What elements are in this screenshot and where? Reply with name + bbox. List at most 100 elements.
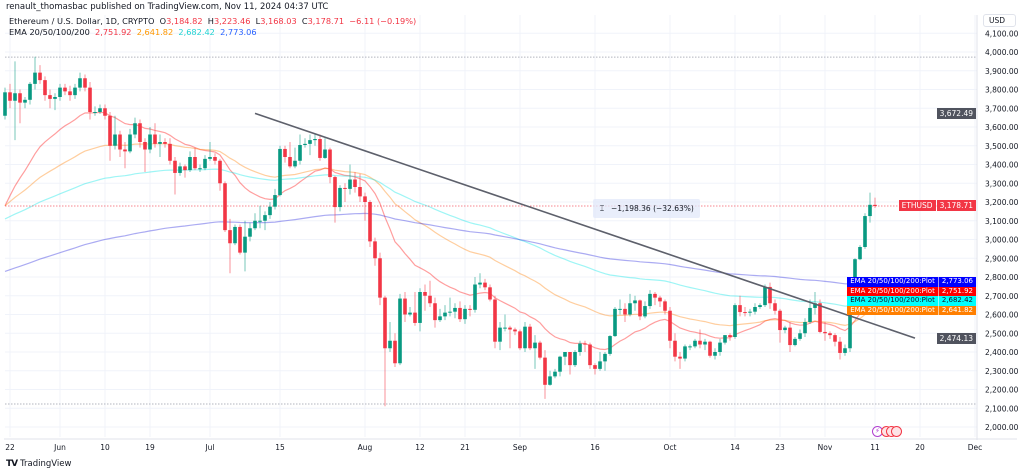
- candle: [153, 123, 157, 148]
- candle-body: [818, 303, 822, 332]
- candle-body: [188, 157, 192, 171]
- y-tick-label: 2,800.00: [985, 273, 1019, 282]
- y-tick-label: 2,200.00: [985, 386, 1019, 395]
- candle-body: [138, 123, 142, 142]
- candle-body: [493, 299, 497, 342]
- candle-body: [448, 311, 452, 313]
- candle-body: [748, 311, 752, 313]
- x-tick-label: 19: [145, 443, 155, 452]
- candle: [38, 65, 42, 84]
- candle: [353, 172, 357, 193]
- candle: [173, 157, 177, 195]
- candle-body: [98, 108, 102, 112]
- candle-body: [813, 303, 817, 308]
- candle-body: [603, 353, 607, 362]
- candle: [808, 299, 812, 324]
- candle-body: [258, 220, 262, 222]
- candle-body: [418, 292, 422, 323]
- candle: [663, 299, 667, 315]
- candle-body: [613, 308, 617, 337]
- candle: [873, 197, 877, 208]
- x-tick-label: Aug: [358, 443, 373, 452]
- candle-body: [263, 215, 267, 221]
- candle-body: [773, 303, 777, 311]
- candle-body: [653, 293, 657, 298]
- currency-button[interactable]: USD: [983, 14, 1016, 27]
- candle: [778, 308, 782, 343]
- candle: [673, 333, 677, 362]
- candle: [198, 164, 202, 172]
- candle: [633, 295, 637, 311]
- candle-body: [378, 258, 382, 298]
- candle-body: [68, 91, 72, 96]
- candle-body: [453, 307, 457, 312]
- candle-body: [468, 308, 472, 310]
- candle: [18, 89, 22, 124]
- low-value: 3,168.03: [260, 16, 297, 26]
- candle: [753, 303, 757, 315]
- candle: [68, 85, 72, 101]
- candle-body: [458, 307, 462, 320]
- candle-body: [193, 157, 197, 169]
- ema-title[interactable]: EMA 20/50/100/200: [9, 27, 90, 37]
- candle: [608, 335, 612, 356]
- candle: [453, 303, 457, 319]
- candle-body: [583, 343, 587, 345]
- candle: [223, 181, 227, 232]
- candle-body: [743, 312, 747, 314]
- candle-body: [568, 352, 572, 366]
- candle: [268, 202, 272, 219]
- candle-body: [558, 356, 562, 372]
- candle-body: [598, 361, 602, 369]
- candle: [123, 142, 127, 169]
- candle: [348, 164, 352, 195]
- candle-body: [798, 333, 802, 339]
- candle-body: [793, 338, 797, 346]
- candle-body: [523, 326, 527, 349]
- candle-body: [363, 196, 367, 202]
- candle: [308, 134, 312, 156]
- candle-body: [823, 331, 827, 334]
- candle-body: [423, 292, 427, 296]
- price-range-measure[interactable]: ⌶ −1,198.36 (−32.63%): [593, 199, 700, 218]
- candle-body: [843, 348, 847, 353]
- x-tick-label: 16: [590, 443, 600, 452]
- candle: [558, 355, 562, 377]
- ema-tag-value: 2,682.42: [937, 296, 976, 306]
- x-tick-label: 11: [870, 443, 880, 452]
- candle-body: [588, 344, 592, 366]
- candle: [203, 155, 207, 171]
- candle: [243, 220, 247, 272]
- candle-body: [8, 92, 12, 101]
- candle-body: [53, 97, 57, 99]
- candle-body: [783, 327, 787, 331]
- candle-body: [758, 305, 762, 307]
- us-flag-icon[interactable]: [891, 426, 902, 437]
- candle: [768, 282, 772, 309]
- candle: [443, 305, 447, 321]
- candle-body: [393, 340, 397, 364]
- open-label: O: [159, 16, 167, 26]
- candle-body: [73, 87, 77, 96]
- candle: [793, 337, 797, 347]
- candle: [523, 322, 527, 352]
- candle: [838, 337, 842, 360]
- candle: [538, 340, 542, 360]
- candle-body: [238, 226, 242, 253]
- trendline-top-tag-wrap: 3,672.49: [936, 107, 976, 119]
- candle: [638, 299, 642, 321]
- tradingview-logo[interactable]: TV TradingView: [6, 459, 71, 469]
- candle-body: [528, 326, 532, 349]
- candle-body: [183, 166, 187, 171]
- candle-body: [153, 134, 157, 144]
- candle-body: [213, 157, 217, 161]
- candle-body: [158, 142, 162, 144]
- candle: [513, 327, 517, 336]
- candle-body: [273, 195, 277, 207]
- symbol-title[interactable]: Ethereum / U.S. Dollar, 1D, CRYPTO: [9, 16, 155, 26]
- candle-body: [443, 312, 447, 317]
- last-price-tag: 3,178.71: [936, 200, 976, 212]
- candle-body: [658, 297, 662, 302]
- candle: [158, 134, 162, 157]
